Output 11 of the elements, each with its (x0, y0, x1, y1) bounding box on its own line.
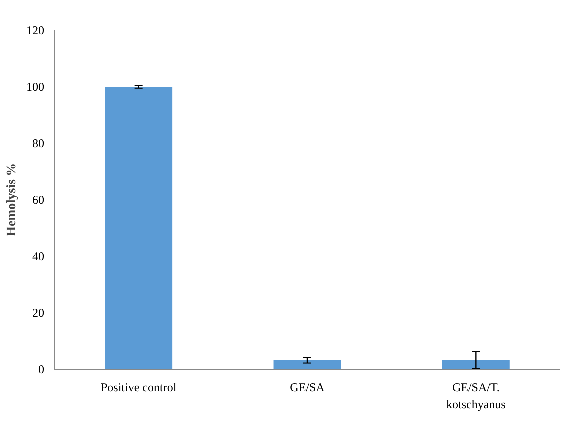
y-tick-label: 80 (32, 136, 44, 150)
x-tick-label: GE/SA/T. kotschyanus (446, 380, 506, 412)
y-tick-label: 60 (32, 193, 44, 207)
y-tick-label: 0 (38, 362, 44, 376)
x-tick-label: Positive control (101, 380, 178, 394)
y-tick-label: 40 (32, 250, 44, 264)
y-axis-title: Hemolysis % (4, 163, 18, 237)
y-tick-label: 20 (32, 306, 44, 320)
x-tick-label: GE/SA (290, 380, 326, 394)
y-tick-label: 100 (26, 80, 44, 94)
y-tick-label: 120 (26, 24, 44, 38)
